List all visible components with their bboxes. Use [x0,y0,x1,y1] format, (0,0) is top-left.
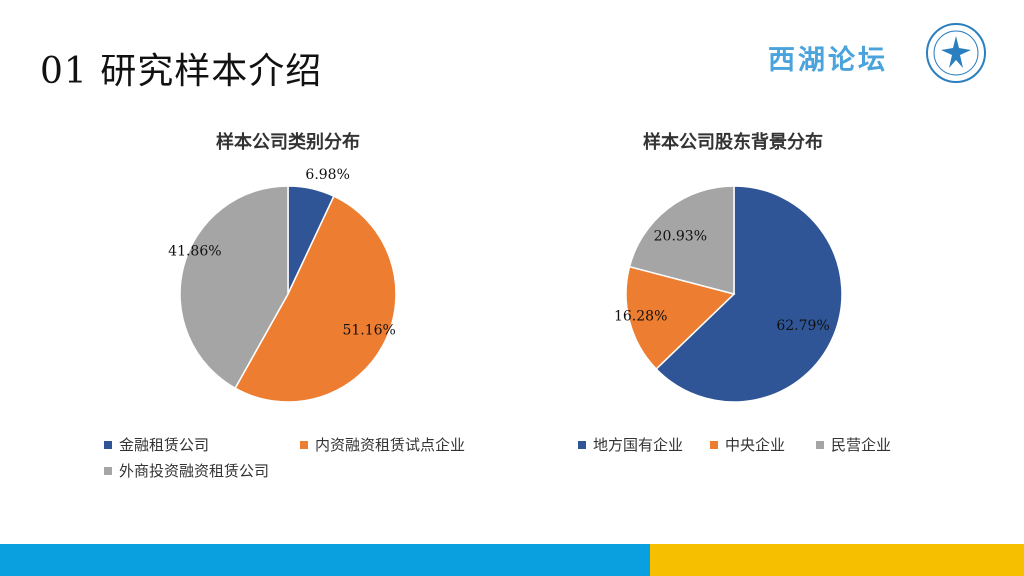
legend-category: 金融租赁公司 内资融资租赁试点企业外商投资融资租赁公司 [104,432,524,492]
data-label-1-0: 62.79% [776,318,829,334]
footer-bar-blue [0,544,650,576]
legend-label: 金融租赁公司 [119,436,210,454]
legend-swatch-icon [104,440,112,449]
data-label-0-1: 51.16% [342,323,395,339]
legend-swatch-icon [578,440,586,449]
legend-item-1-2: 民营企业 [816,434,891,455]
legend-item-0-0: 金融租赁公司 [104,434,209,455]
data-label-1-2: 20.93% [654,228,707,244]
data-label-0-0: 6.98% [305,167,349,183]
legend-item-0-2: 外商投资融资租赁公司 [104,460,269,481]
legend-swatch-icon [104,466,112,475]
logo-text: 西湖论坛 [768,45,888,76]
legend-label: 地方国有企业 [593,436,684,454]
legend-label: 中央企业 [725,436,786,454]
legend-item-1-1: 中央企业 [710,434,785,455]
pie-slice-0-2 [179,185,289,390]
legend-shareholder: 地方国有企业 中央企业 民营企业 [552,432,972,462]
pie-slice-1-1 [625,265,736,371]
legend-swatch-icon [816,440,824,449]
pie-slice-1-0 [655,185,843,403]
pie-slice-0-1 [234,195,397,403]
pie-slice-1-2 [628,185,735,295]
footer-bar-yellow [650,544,1024,576]
legend-swatch-icon [300,440,308,449]
chart-title-shareholder: 样本公司股东背景分布 [643,132,823,153]
pie-chart-category: 6.98% 51.16% 41.86% [168,167,397,403]
legend-label: 民营企业 [831,436,892,454]
chart-title-category: 样本公司类别分布 [216,132,360,153]
legend-item-0-1: 内资融资租赁试点企业 [300,434,465,455]
legend-item-1-0: 地方国有企业 [578,434,683,455]
legend-swatch-icon [710,440,718,449]
legend-label: 外商投资融资租赁公司 [119,462,270,480]
legend-label: 内资融资租赁试点企业 [315,436,466,454]
slide-title: 01 研究样本介绍 [40,51,323,92]
data-label-1-1: 16.28% [614,309,667,325]
data-label-0-2: 41.86% [168,244,221,260]
logo-seal-icon [926,23,986,83]
pie-chart-shareholder: 62.79% 16.28% 20.93% [614,185,843,403]
